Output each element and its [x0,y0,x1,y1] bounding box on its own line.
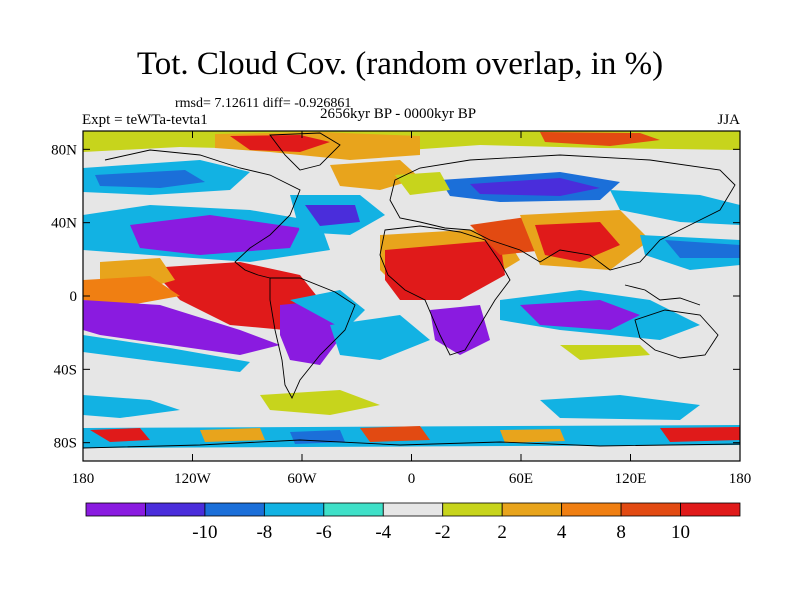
lon-tick-label: 60W [287,471,317,487]
antarctic-red-1 [90,428,150,442]
south-indian-yellow [560,345,650,360]
greenland-red-region [230,135,330,152]
antarctic-red-3 [660,427,740,442]
colorbar-label: 2 [497,522,507,543]
maritime-continent-coast [624,284,701,306]
colorbar-swatch [204,502,265,517]
central-pacific-red [150,262,320,330]
colorbar-swatch [85,502,146,517]
cloud-anomaly-field [83,131,740,448]
colorbar-swatch [382,502,444,517]
colorbar-swatch [145,502,206,517]
colorbar-swatch [620,502,681,517]
greenland-coast [269,132,341,171]
africa-coast [379,225,511,356]
equatorial-orange-band [83,276,180,305]
colorbar: -10 -8 -6 -4 -2 2 4 8 10 [85,502,741,543]
north-america-coast [104,149,301,279]
antarctica-coast [83,439,740,449]
australia-coast [634,309,719,359]
rmsd-diff-stats: rmsd= 7.12611 diff= -0.926861 [175,96,352,111]
colorbar-label: -6 [316,522,332,543]
colorbar-label: -8 [256,522,272,543]
southern-ocean-cyan-2 [540,395,700,420]
lat-tick-label: 40N [51,216,77,232]
lon-tick-label: 120E [615,471,647,487]
southern-ocean-yellow [260,390,380,415]
west-pacific-blue [665,240,740,258]
colorbar-swatch [323,502,384,517]
colorbar-swatch [263,502,325,517]
latitude-axis: 80N 40N 0 40S 80S [51,142,740,452]
europe-yellow [395,172,450,195]
colorbar-swatch [501,502,563,517]
sahel-red [385,240,505,300]
lat-tick-label: 80S [54,436,77,452]
experiment-label: Expt = teWTa-tevta1 [82,112,208,128]
lat-tick-label: 0 [70,289,78,305]
lon-tick-label: 180 [729,471,752,487]
colorbar-label: 4 [557,522,567,543]
north-atlantic-orange [330,160,420,190]
lon-tick-label: 180 [72,471,95,487]
colorbar-label: -4 [375,522,391,543]
lat-tick-label: 40S [54,362,77,378]
eurasia-indigo-band [470,178,600,196]
colorbar-label: 8 [616,522,626,543]
lon-tick-label: 0 [408,471,416,487]
colorbar-swatch [442,502,503,517]
colorbar-swatch [561,502,622,517]
eurasia-coast [389,154,736,271]
colorbar-label: -10 [192,522,217,543]
southern-ocean-cyan-1 [83,395,180,418]
south-america-coast [269,277,356,400]
south-africa-purple [430,305,490,355]
antarctic-orange-1 [200,428,265,442]
indian-ocean-purple [520,300,640,330]
northeast-pacific-purple [130,215,300,255]
south-pacific-purple [83,300,280,355]
season-label: JJA [717,112,740,128]
south-america-cyan [290,290,365,330]
lon-tick-label: 60E [509,471,533,487]
south-pacific-cyan [83,335,250,372]
lon-tick-label: 120W [174,471,212,487]
period-subtitle: 2656kyr BP - 0000kyr BP [320,106,477,122]
antarctic-orange-2 [500,429,565,443]
colorbar-swatch [680,502,741,517]
map-plot-area [83,131,740,461]
north-atlantic-blue [305,205,360,226]
longitude-axis: 180 120W 60W 0 60E 120E 180 [72,131,752,487]
antarctic-red-2 [360,426,430,442]
south-atlantic-cyan [330,315,430,360]
map-title: Tot. Cloud Cov. (random overlap, in %) [136,46,664,82]
coastlines [83,132,740,449]
north-pacific-blue-band [95,170,205,188]
lat-tick-label: 80N [51,142,77,158]
colorbar-label: 10 [671,522,690,543]
colorbar-label: -2 [435,522,451,543]
